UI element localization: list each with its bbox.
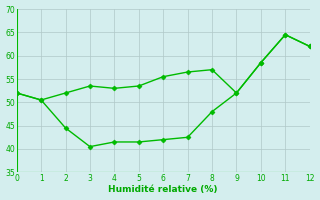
X-axis label: Humidité relative (%): Humidité relative (%): [108, 185, 218, 194]
